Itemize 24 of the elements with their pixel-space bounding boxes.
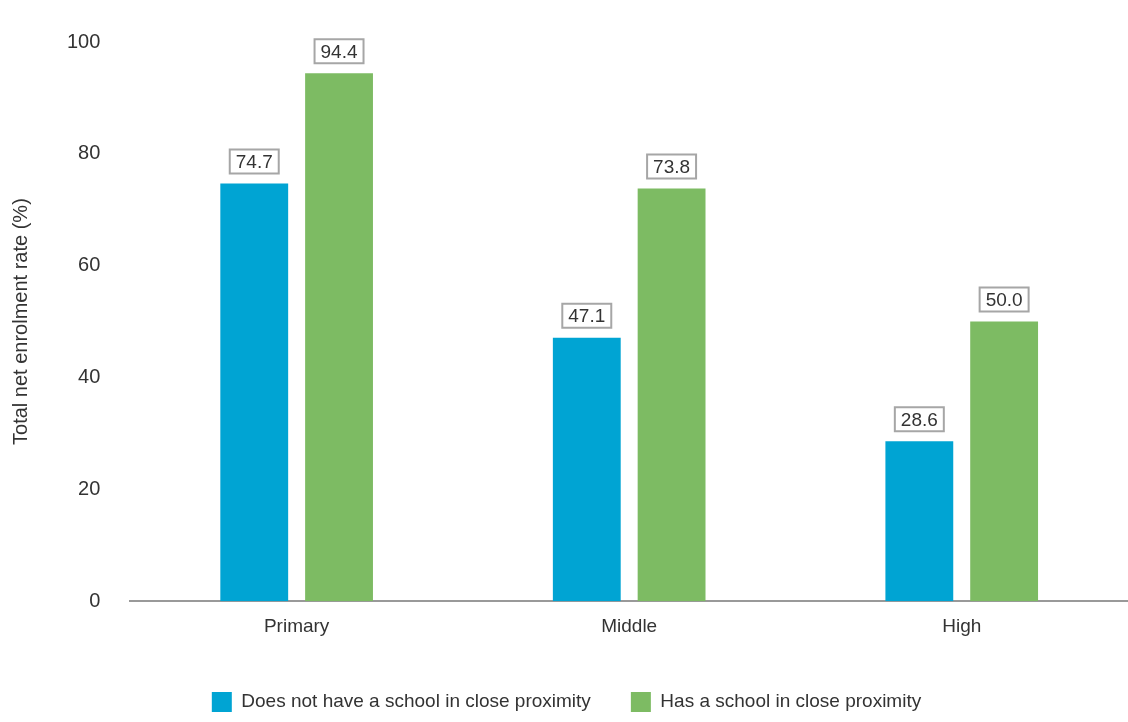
y-tick-label: 40 [78, 365, 101, 388]
y-tick-label: 80 [78, 141, 101, 164]
y-tick-label: 20 [78, 476, 101, 499]
bar [552, 337, 621, 602]
legend-label: Has a school in close proximity [660, 690, 922, 712]
bar [305, 73, 373, 602]
data-label: 73.8 [653, 155, 691, 177]
data-label: 47.1 [568, 305, 606, 327]
x-tick-label: High [942, 614, 982, 636]
y-tick-label: 100 [66, 29, 101, 52]
y-tick-label: 0 [89, 588, 101, 611]
bar [637, 188, 706, 602]
y-axis-title: Total net enrolment rate (%) [8, 198, 31, 445]
bar [970, 321, 1039, 602]
data-label: 74.7 [235, 150, 273, 172]
y-tick-label: 60 [78, 253, 101, 276]
x-tick-label: Middle [601, 614, 658, 636]
bar [885, 441, 954, 602]
data-label: 50.0 [985, 288, 1023, 310]
data-label: 94.4 [320, 40, 358, 62]
data-label: 28.6 [900, 408, 938, 430]
legend-label: Does not have a school in close proximity [241, 690, 592, 712]
x-tick-label: Primary [263, 614, 330, 636]
bar [220, 183, 289, 602]
